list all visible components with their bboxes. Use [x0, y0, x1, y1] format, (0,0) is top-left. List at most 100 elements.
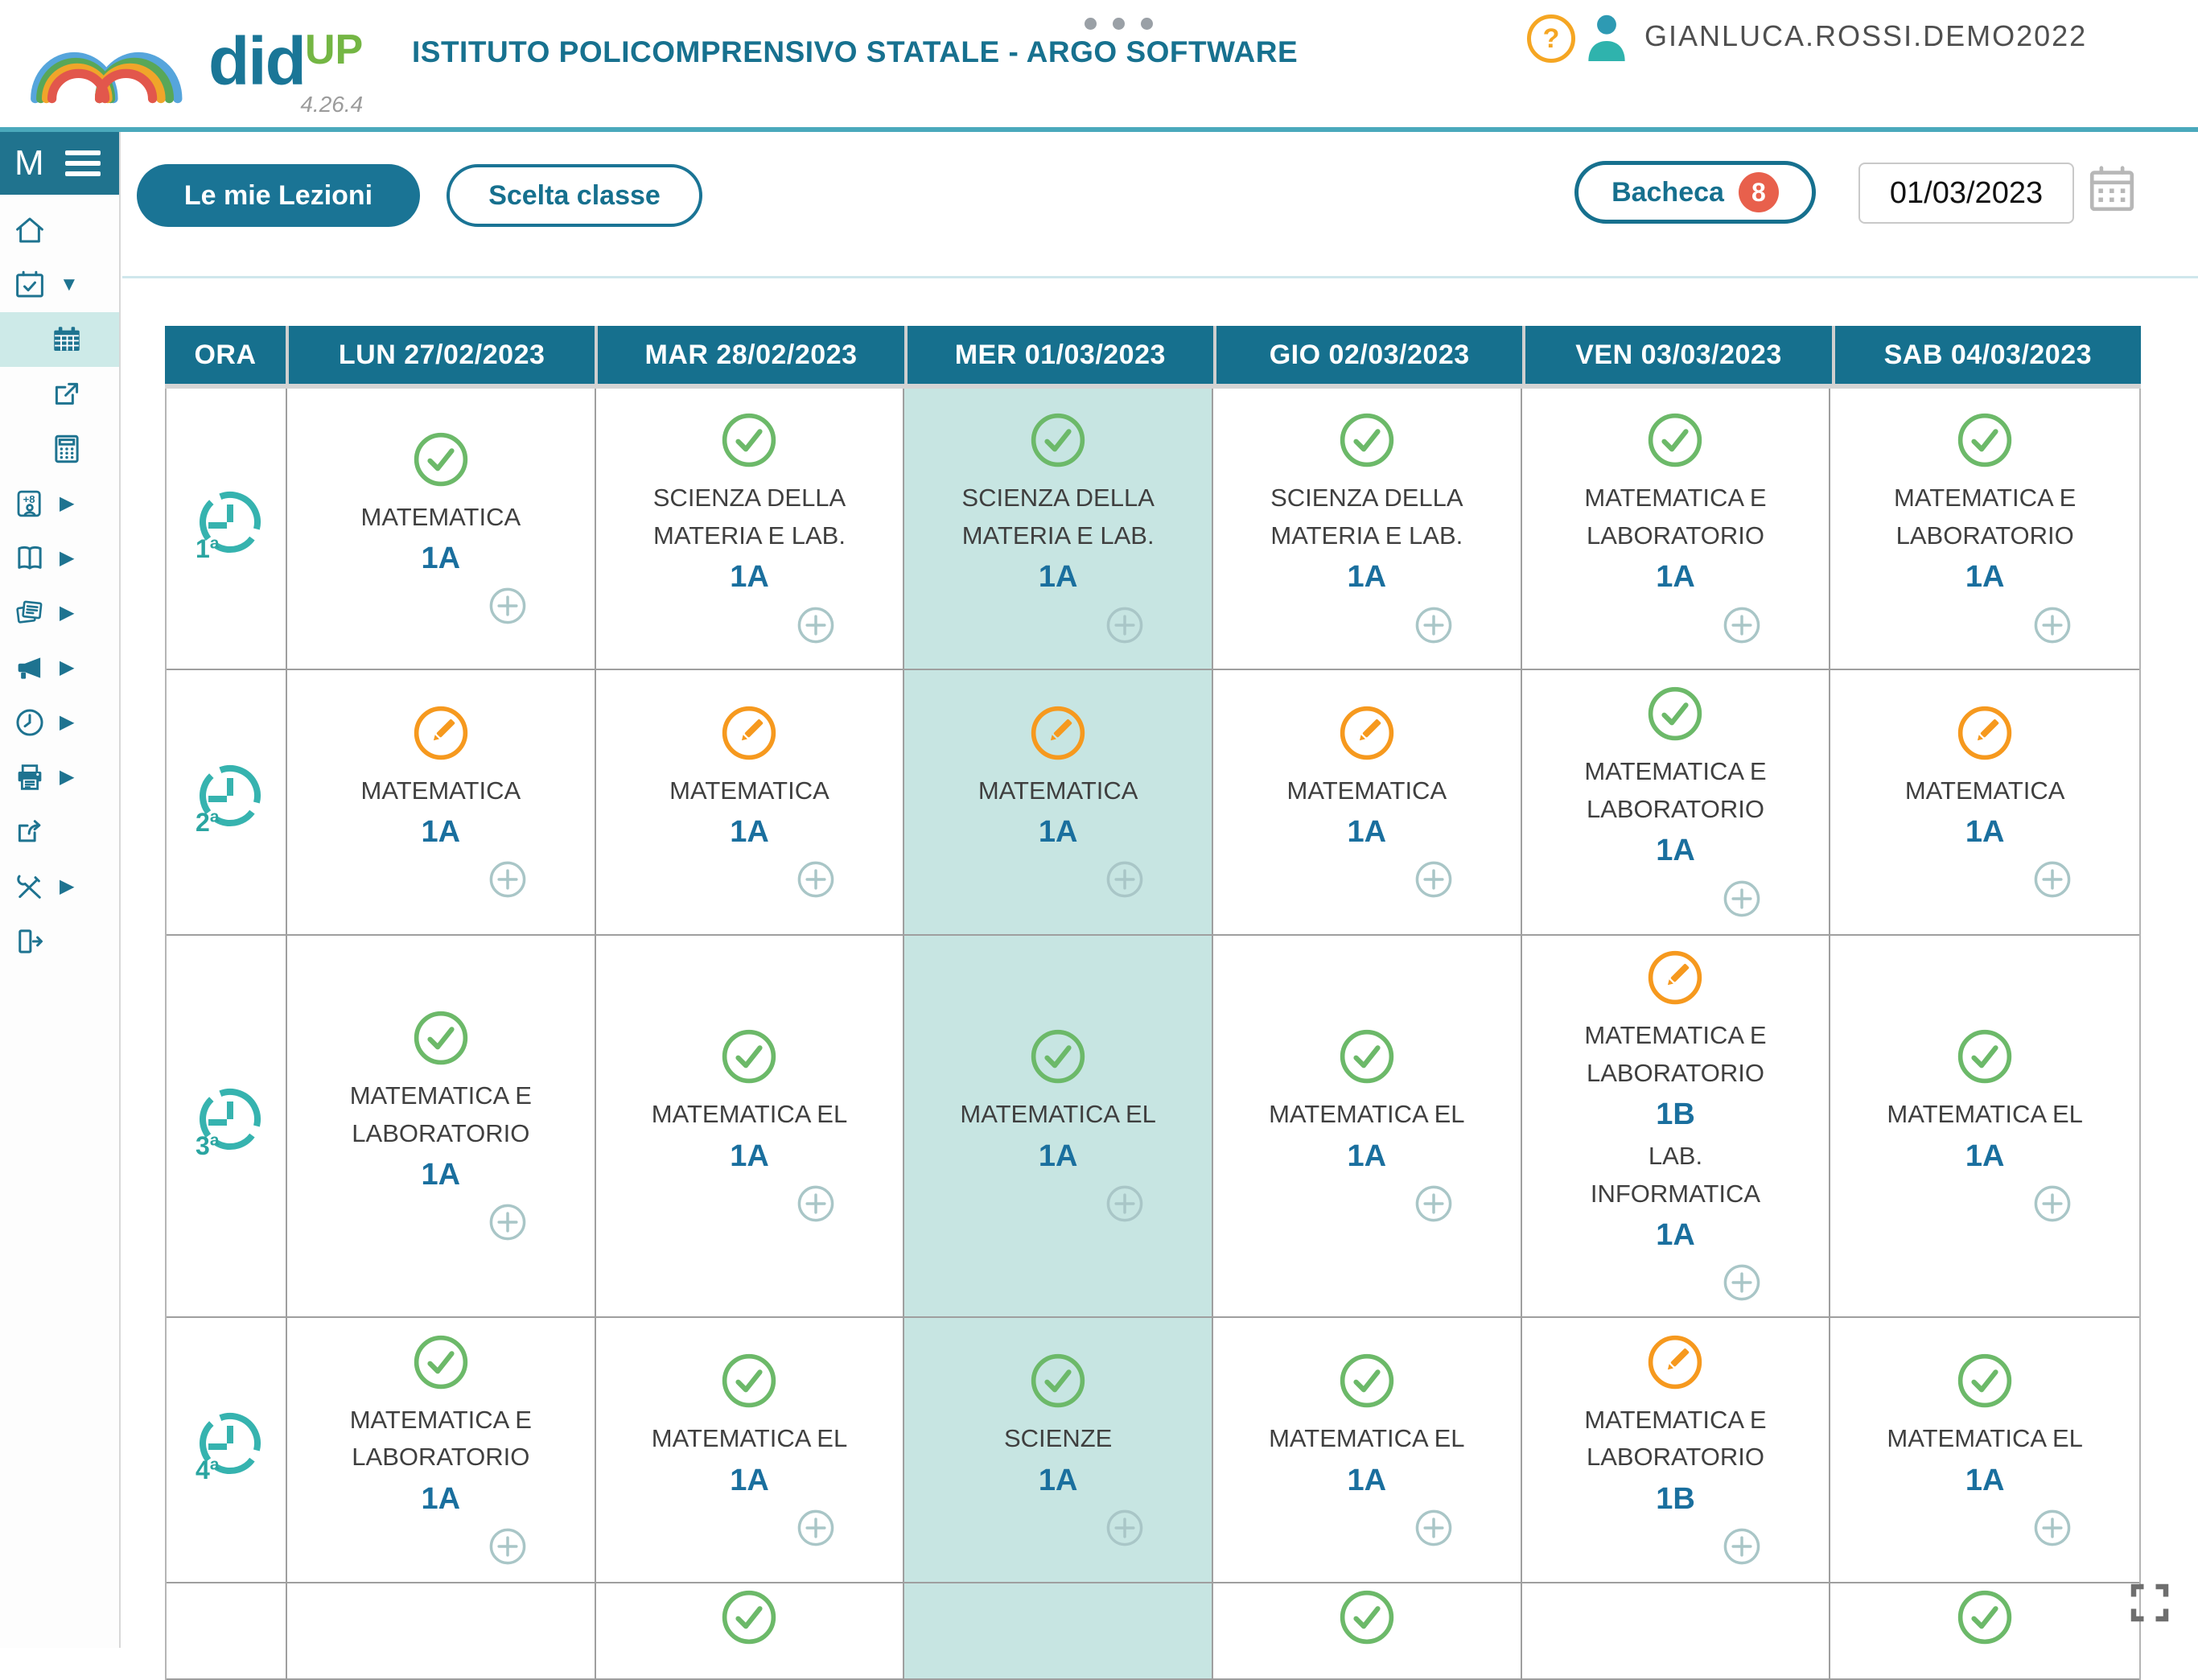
- add-lesson-button[interactable]: [1721, 1526, 1763, 1567]
- subject-label: MATEMATICA: [1286, 776, 1447, 805]
- lesson-cell[interactable]: MATEMATICA E LABORATORIO 1A: [1522, 670, 1831, 934]
- sidebar-item-announcements[interactable]: ▶: [0, 640, 119, 695]
- help-button[interactable]: ?: [1527, 14, 1575, 63]
- sidebar-item-open-external[interactable]: [0, 367, 119, 422]
- add-lesson-button[interactable]: [2031, 1507, 2073, 1549]
- sidebar-item-lessons[interactable]: ▼: [0, 257, 119, 312]
- add-lesson-button[interactable]: [2031, 604, 2073, 646]
- add-lesson-button[interactable]: [1413, 1507, 1455, 1549]
- lesson-cell[interactable]: [596, 1583, 905, 1679]
- sidebar-item-timetable[interactable]: [0, 312, 119, 367]
- add-lesson-button[interactable]: [1104, 1507, 1146, 1549]
- choose-class-button[interactable]: Scelta classe: [447, 164, 702, 227]
- class-label: 1A: [1965, 1139, 2005, 1173]
- calendar-picker-icon[interactable]: [2084, 161, 2140, 217]
- lesson-cell[interactable]: MATEMATICA EL 1A: [1830, 1318, 2139, 1582]
- hour-icon: 3ª: [184, 1084, 268, 1168]
- main-content: Le mie Lezioni Scelta classe Bacheca 8 O…: [122, 132, 2198, 1680]
- add-lesson-button[interactable]: [487, 859, 529, 900]
- add-lesson-button[interactable]: [2031, 1183, 2073, 1225]
- lesson-cell[interactable]: MATEMATICA E LABORATORIO 1A: [287, 1318, 596, 1583]
- class-label: 1A: [730, 1463, 769, 1497]
- lesson-cell[interactable]: MATEMATICA EL 1A: [1830, 936, 2139, 1316]
- lesson-cell[interactable]: MATEMATICA E LABORATORIO 1A: [1522, 389, 1831, 669]
- lesson-cell[interactable]: MATEMATICA 1A: [596, 670, 905, 934]
- add-lesson-button[interactable]: [2031, 859, 2073, 900]
- sidebar-item-home[interactable]: [0, 203, 119, 257]
- add-lesson-button[interactable]: [795, 1507, 837, 1549]
- add-lesson-button[interactable]: [795, 859, 837, 900]
- ellipsis-dots-icon[interactable]: [1085, 18, 1153, 30]
- timetable-header-row: ORA LUN 27/02/2023 MAR 28/02/2023 MER 01/03…: [165, 326, 2141, 389]
- lesson-edit-icon: [1956, 704, 2014, 766]
- lesson-cell[interactable]: MATEMATICA 1A: [287, 389, 596, 669]
- add-lesson-button[interactable]: [487, 1201, 529, 1243]
- lesson-cell[interactable]: MATEMATICA EL 1A: [904, 936, 1213, 1317]
- sidebar-item-notes[interactable]: ▶: [0, 586, 119, 640]
- notes-icon: [13, 596, 47, 630]
- external-link-icon: [50, 377, 84, 411]
- lesson-cell[interactable]: MATEMATICA 1A: [904, 670, 1213, 934]
- lesson-cell[interactable]: MATEMATICA E LABORATORIO 1A: [287, 936, 596, 1317]
- lesson-cell[interactable]: MATEMATICA 1A: [1830, 670, 2139, 934]
- sidebar-item-hours[interactable]: ▶: [0, 695, 119, 750]
- lesson-cell[interactable]: [1522, 1583, 1831, 1679]
- sidebar-item-textbook[interactable]: ▶: [0, 531, 119, 586]
- add-lesson-button[interactable]: [1413, 1183, 1455, 1225]
- sidebar-item-logout[interactable]: [0, 914, 119, 969]
- lesson-cell[interactable]: MATEMATICA EL 1A: [596, 936, 905, 1317]
- add-lesson-button[interactable]: [1104, 1183, 1146, 1225]
- date-field-wrap: [1858, 163, 2074, 224]
- add-lesson-button[interactable]: [1104, 859, 1146, 900]
- add-lesson-button[interactable]: [795, 604, 837, 646]
- sidebar-item-tools[interactable]: ▶: [0, 859, 119, 914]
- date-input[interactable]: [1860, 164, 2072, 222]
- sidebar-item-print[interactable]: ▶: [0, 750, 119, 805]
- subject-label: MATEMATICA: [1904, 776, 2065, 805]
- add-lesson-button[interactable]: [1413, 604, 1455, 646]
- sidebar-item-register[interactable]: +8 ▶: [0, 476, 119, 531]
- board-button[interactable]: Bacheca 8: [1574, 161, 1816, 224]
- subject-label: SCIENZA DELLA MATERIA E LAB.: [1270, 484, 1463, 550]
- lesson-cell[interactable]: SCIENZA DELLA MATERIA E LAB. 1A: [596, 389, 905, 669]
- chevron-right-icon: ▶: [60, 602, 75, 624]
- logout-icon: [13, 924, 47, 958]
- hamburger-menu-icon[interactable]: [64, 150, 101, 176]
- add-lesson-button[interactable]: [487, 585, 529, 627]
- add-lesson-button[interactable]: [1721, 604, 1763, 646]
- lesson-cell[interactable]: SCIENZA DELLA MATERIA E LAB. 1A: [1213, 389, 1522, 669]
- chevron-right-icon: ▶: [60, 547, 75, 569]
- lesson-cell[interactable]: MATEMATICA 1A: [287, 670, 596, 934]
- lesson-cell[interactable]: [1213, 1583, 1522, 1679]
- subject-label: MATEMATICA EL: [651, 1424, 848, 1453]
- add-lesson-button[interactable]: [1104, 604, 1146, 646]
- lesson-cell[interactable]: MATEMATICA EL 1A: [1213, 1318, 1522, 1583]
- lesson-cell[interactable]: MATEMATICA E LABORATORIO 1B LAB. INFORMATI…: [1522, 936, 1831, 1317]
- lesson-cell[interactable]: [287, 1583, 596, 1679]
- lesson-cell[interactable]: [904, 1583, 1213, 1679]
- lesson-cell[interactable]: MATEMATICA EL 1A: [596, 1318, 905, 1583]
- lesson-cell[interactable]: MATEMATICA 1A: [1213, 670, 1522, 934]
- user-account[interactable]: GIANLUCA.ROSSI.DEMO2022: [1583, 11, 2087, 61]
- add-lesson-button[interactable]: [1721, 1262, 1763, 1303]
- subject-label: MATEMATICA: [360, 776, 521, 805]
- lesson-cell[interactable]: [1830, 1583, 2139, 1678]
- clock-icon: [13, 706, 47, 739]
- lesson-done-icon: [1956, 1352, 2014, 1414]
- lesson-cell[interactable]: MATEMATICA EL 1A: [1213, 936, 1522, 1317]
- subject-label: MATEMATICA EL: [1269, 1100, 1465, 1129]
- fullscreen-icon[interactable]: [2126, 1579, 2174, 1627]
- my-lessons-button[interactable]: Le mie Lezioni: [137, 164, 420, 227]
- add-lesson-button[interactable]: [795, 1183, 837, 1225]
- add-lesson-button[interactable]: [1413, 859, 1455, 900]
- sidebar-item-export[interactable]: [0, 805, 119, 859]
- column-header-day: GIO 02/03/2023: [1216, 326, 1523, 384]
- lesson-cell[interactable]: SCIENZA DELLA MATERIA E LAB. 1A: [904, 389, 1213, 669]
- lesson-cell[interactable]: MATEMATICA E LABORATORIO 1B: [1522, 1318, 1831, 1583]
- class-label: 1A: [421, 1158, 461, 1192]
- lesson-cell[interactable]: SCIENZE 1A: [904, 1318, 1213, 1583]
- add-lesson-button[interactable]: [1721, 878, 1763, 920]
- lesson-cell[interactable]: MATEMATICA E LABORATORIO 1A: [1830, 389, 2139, 669]
- add-lesson-button[interactable]: [487, 1526, 529, 1567]
- sidebar-item-calculator[interactable]: [0, 422, 119, 476]
